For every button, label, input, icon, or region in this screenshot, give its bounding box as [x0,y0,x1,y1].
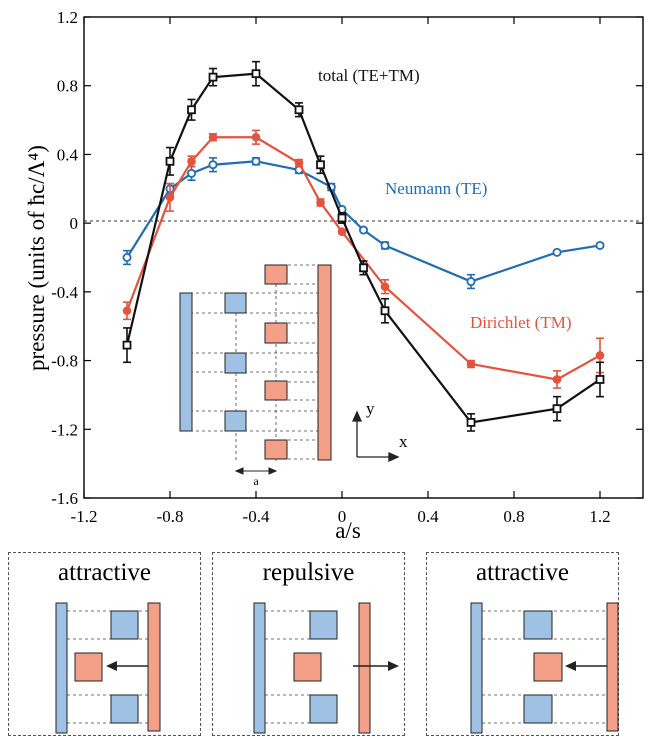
inset-x-label: x [399,432,408,451]
data-point [595,351,605,360]
panel-attractive-left: attractive [8,552,201,736]
pressure-chart: -1.2 -0.8 -0.4 0 0.4 0.8 1.2 1.2 0.8 0.4 0 -0.4 -0.8… [24,8,644,543]
panel-repulsive: repulsive [212,552,405,736]
data-point [208,160,218,170]
y-axis-label: pressure (units of ħc/Λ⁴) [24,145,49,371]
panel-diagram [470,602,619,734]
data-point [380,240,390,250]
data-point [316,160,325,170]
data-point [466,359,476,369]
panel-diagram [253,602,399,734]
data-point [251,156,261,166]
panel-title: repulsive [262,559,355,586]
panel-attractive-right: attractive [426,552,619,736]
series-total [122,60,605,432]
data-point [380,306,390,316]
data-point [122,306,132,316]
data-point [122,252,132,262]
data-point [165,193,175,202]
series-line [125,136,601,381]
data-point [294,105,304,115]
data-point [208,72,218,82]
x-tick-label: 1.2 [589,507,610,526]
inset-schematic: a y x [179,264,408,488]
x-tick-label: -0.8 [157,507,184,526]
x-tick-label: 0 [338,507,347,526]
axis-ticks: -1.2 -0.8 -0.4 0 0.4 0.8 1.2 1.2 0.8 0.4 0 -0.4 -0.8… [51,8,643,526]
data-point [294,158,304,168]
data-point [251,132,261,142]
panel-title: attractive [58,559,151,586]
data-point [337,213,347,223]
y-tick-label: -1.6 [51,489,78,508]
data-point [165,156,175,166]
data-point [337,227,347,237]
y-tick-label: -0.8 [51,352,78,371]
y-tick-label: 0.8 [57,77,78,96]
y-tick-label: -0.4 [51,283,78,302]
data-point [595,240,605,250]
y-tick-label: 0.4 [57,145,79,164]
x-tick-label: -0.4 [243,507,270,526]
x-axis-label: a/s [335,518,361,543]
x-tick-label: -1.2 [71,507,98,526]
data-point [187,157,196,166]
data-point [552,404,562,414]
panel-diagram [55,602,161,734]
data-point [552,375,562,384]
data-point [187,105,196,115]
y-tick-label: 1.2 [57,8,78,27]
data-point [466,418,476,427]
panel-title: attractive [476,559,569,586]
data-point [380,282,390,292]
data-point [186,168,196,178]
x-tick-label: 0.4 [417,507,439,526]
data-series [122,60,605,432]
data-point [316,198,325,207]
x-tick-label: 0.8 [503,507,524,526]
legend-total: total (TE+TM) [318,66,420,85]
data-point [251,69,261,79]
inset-y-label: y [366,399,375,418]
y-tick-label: 0 [70,214,79,233]
plot-frame [83,16,644,499]
data-point [122,340,132,350]
data-point [358,225,368,235]
data-point [552,247,562,257]
data-point [595,375,605,384]
data-point [359,263,368,273]
legend-dirichlet: Dirichlet (TM) [470,313,572,332]
inset-offset-label: a [253,474,259,488]
series-dirichlet [122,129,605,389]
series-line [125,72,601,424]
data-point [466,277,476,287]
data-point [208,132,218,142]
legend-neumann: Neumann (TE) [385,179,487,198]
y-tick-label: -1.2 [51,420,78,439]
